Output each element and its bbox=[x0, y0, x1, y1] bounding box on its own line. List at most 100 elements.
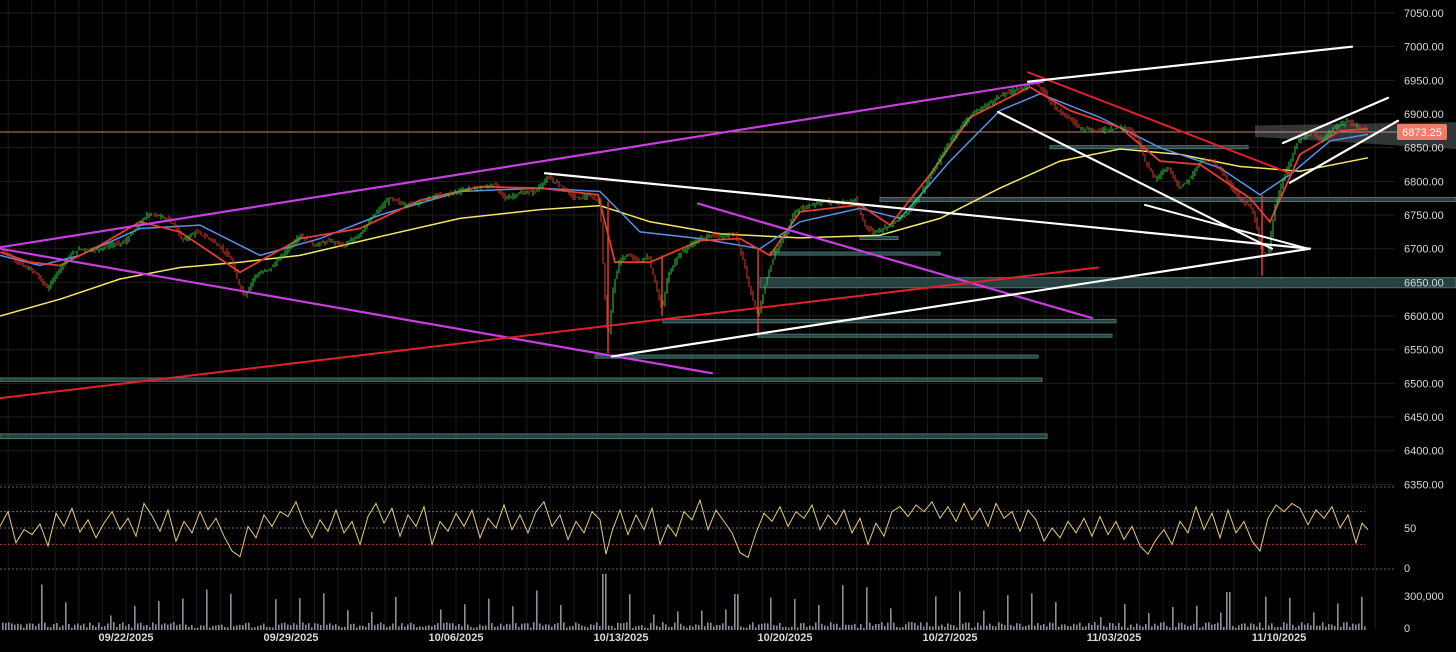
volume-bar bbox=[608, 625, 610, 630]
volume-bar bbox=[1010, 624, 1012, 630]
volume-bar bbox=[1049, 622, 1051, 630]
volume-bar bbox=[911, 622, 913, 630]
volume-bar bbox=[740, 626, 742, 630]
volume-bar bbox=[944, 626, 946, 630]
volume-bar bbox=[41, 584, 43, 630]
volume-bar bbox=[173, 622, 175, 630]
volume-bar bbox=[1022, 626, 1024, 630]
volume-bar bbox=[458, 623, 460, 630]
volume-bar bbox=[707, 622, 709, 630]
volume-bar bbox=[1274, 627, 1276, 630]
volume-bar bbox=[986, 625, 988, 630]
volume-bar bbox=[188, 626, 190, 630]
volume-bar bbox=[1253, 624, 1255, 630]
volume-bar bbox=[839, 627, 841, 630]
volume-bar bbox=[509, 624, 511, 630]
support-zone bbox=[769, 251, 941, 256]
volume-bar bbox=[797, 627, 799, 630]
volume-bar bbox=[1052, 623, 1054, 630]
volume-bar bbox=[1097, 624, 1099, 630]
volume-bar bbox=[1148, 612, 1150, 630]
volume-bar bbox=[713, 626, 715, 630]
volume-bar bbox=[230, 593, 232, 630]
volume-bar bbox=[296, 624, 298, 630]
volume-bar bbox=[1130, 624, 1132, 630]
volume-bar bbox=[281, 623, 283, 630]
volume-bar bbox=[995, 626, 997, 630]
volume-bar bbox=[602, 574, 604, 630]
volume-bar bbox=[662, 622, 664, 630]
volume-pane bbox=[2, 574, 1366, 630]
volume-bar bbox=[386, 627, 388, 630]
volume-bar bbox=[452, 623, 454, 630]
volume-bar bbox=[203, 625, 205, 630]
volume-bar bbox=[176, 625, 178, 630]
price-tick-label: 7050.00 bbox=[1404, 8, 1444, 20]
white-flag-lower bbox=[1288, 119, 1400, 184]
volume-bar bbox=[1283, 622, 1285, 630]
volume-bar bbox=[953, 625, 955, 630]
volume-bar bbox=[935, 596, 937, 630]
volume-bar bbox=[929, 626, 931, 630]
volume-bar bbox=[851, 625, 853, 630]
volume-bar bbox=[611, 626, 613, 630]
volume-bar bbox=[581, 625, 583, 630]
volume-bar bbox=[566, 627, 568, 630]
white-triangle-top bbox=[543, 172, 1312, 250]
date-tick-label: 09/22/2025 bbox=[98, 632, 153, 644]
volume-bar bbox=[473, 627, 475, 630]
volume-bar bbox=[983, 610, 985, 630]
volume-bar bbox=[1235, 627, 1237, 630]
volume-bar bbox=[1169, 627, 1171, 630]
volume-bar bbox=[56, 623, 58, 630]
volume-bar bbox=[143, 625, 145, 630]
volume-bar bbox=[17, 623, 19, 630]
volume-bar bbox=[1067, 625, 1069, 630]
volume-bar bbox=[272, 627, 274, 630]
volume-bar bbox=[284, 622, 286, 630]
volume-bar bbox=[863, 627, 865, 630]
volume-bar bbox=[1037, 623, 1039, 630]
volume-bar bbox=[521, 623, 523, 630]
volume-bar bbox=[1055, 602, 1057, 630]
rsi-pane bbox=[0, 486, 1395, 570]
volume-bar bbox=[1085, 626, 1087, 630]
volume-bar bbox=[263, 623, 265, 630]
volume-bar bbox=[44, 622, 46, 630]
volume-bar bbox=[1298, 625, 1300, 630]
price-tick-label: 7000.00 bbox=[1404, 42, 1444, 54]
volume-bar bbox=[536, 590, 538, 630]
volume-bar bbox=[23, 627, 25, 630]
volume-bar bbox=[1181, 622, 1183, 630]
volume-bar bbox=[1082, 626, 1084, 630]
volume-bar bbox=[716, 624, 718, 630]
volume-bar bbox=[1241, 623, 1243, 630]
volume-bar bbox=[776, 625, 778, 630]
volume-bar bbox=[92, 625, 94, 630]
volume-bar bbox=[236, 625, 238, 630]
volume-bar bbox=[848, 624, 850, 630]
volume-bar bbox=[1313, 612, 1315, 630]
volume-bar bbox=[710, 622, 712, 630]
volume-bar bbox=[1157, 625, 1159, 630]
volume-bar bbox=[1364, 626, 1366, 630]
volume-bar bbox=[1262, 627, 1264, 630]
date-tick-label: 10/13/2025 bbox=[593, 632, 648, 644]
volume-bar bbox=[728, 626, 730, 630]
volume-bar bbox=[428, 625, 430, 630]
volume-bar bbox=[338, 625, 340, 630]
volume-bar bbox=[1163, 622, 1165, 630]
volume-bar bbox=[1112, 623, 1114, 630]
volume-bar bbox=[128, 624, 130, 630]
volume-bar bbox=[86, 627, 88, 630]
volume-bar bbox=[998, 622, 1000, 630]
volume-bar bbox=[731, 626, 733, 630]
volume-bar bbox=[419, 626, 421, 630]
volume-bar bbox=[278, 624, 280, 630]
volume-bar bbox=[266, 627, 268, 630]
volume-bar bbox=[14, 624, 16, 630]
volume-bar bbox=[617, 622, 619, 630]
volume-bar bbox=[1307, 623, 1309, 630]
volume-bar bbox=[206, 589, 208, 630]
